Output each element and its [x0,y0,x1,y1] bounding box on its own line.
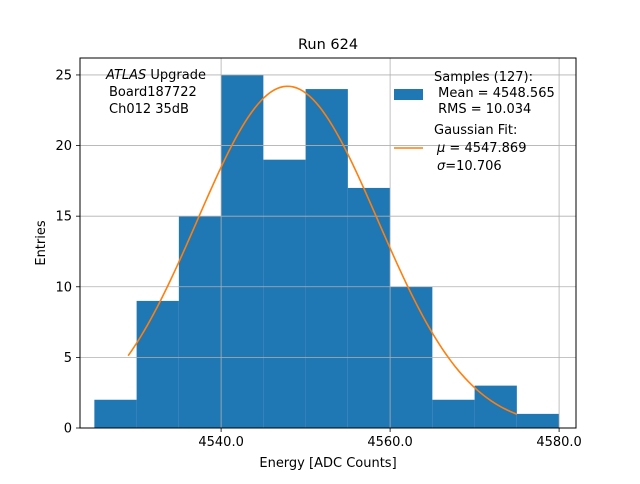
histogram-bar [94,399,137,428]
histogram-bar [136,300,179,428]
histogram-bar [221,74,264,428]
legend-hist-line-1: Samples (127): [434,70,533,85]
x-tick-label: 4560.0 [367,435,413,450]
legend-fit-line-3: σ=10.706 [437,159,502,174]
y-tick-label: 10 [55,280,72,295]
y-tick-label: 0 [64,422,72,437]
annotation-atlas: ATLAS [105,68,146,83]
annotation-line-2: Board187722 [109,85,197,100]
x-tick-label: 4540.0 [198,435,244,450]
x-tick-label: 4580.0 [536,435,582,450]
y-tick-label: 20 [55,139,72,154]
chart-title: Run 624 [298,37,358,53]
y-tick-label: 15 [55,210,72,225]
gaussian-fit-curve [127,85,518,415]
legend-mu-value: = 4547.869 [449,141,526,156]
histogram-bar [516,413,560,428]
histogram-bar [305,89,348,429]
y-tick-label: 25 [55,68,72,83]
atlas-annotation: ATLAS Upgrade Board187722 Ch012 35dB [105,68,206,117]
legend-fit-line-2: μ = 4547.869 [436,141,526,156]
legend-hist-swatch [394,89,423,100]
y-axis-label: Entries [34,220,49,266]
histogram-bar [263,159,306,428]
annotation-line-3: Ch012 35dB [109,102,189,117]
y-tick-label: 5 [64,351,72,366]
legend: Samples (127): Mean = 4548.565 RMS = 10.… [394,70,555,174]
x-axis-label: Energy [ADC Counts] [259,456,396,471]
legend-fit-line-1: Gaussian Fit: [434,123,517,138]
histogram-bar [347,187,391,428]
histogram-bar [178,216,222,428]
histogram-bar [432,399,475,428]
legend-mu-symbol: μ [436,141,445,156]
legend-sigma-value: =10.706 [445,159,501,174]
legend-hist-line-2: Mean = 4548.565 [434,86,555,101]
histogram-bar [474,385,517,428]
legend-sigma-symbol: σ [437,159,446,174]
annotation-upgrade: Upgrade [146,68,206,83]
legend-hist-line-3: RMS = 10.034 [434,102,531,117]
annotation-line-1: ATLAS Upgrade [105,68,206,83]
ticks-layer: 4540.0 4560.0 4580.0 0 5 10 15 20 25 [55,68,581,450]
plot-area-frame [79,57,577,429]
